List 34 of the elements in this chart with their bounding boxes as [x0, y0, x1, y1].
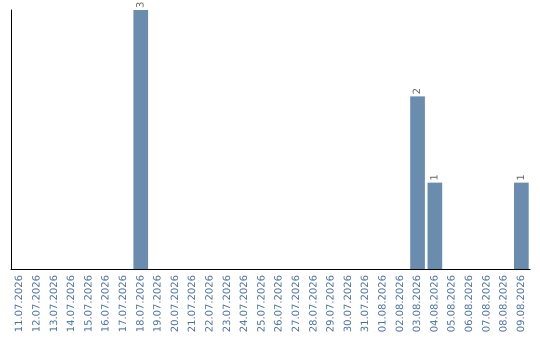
x-tick-label: 14.07.2026	[66, 275, 78, 332]
x-tick-label: 19.07.2026	[152, 275, 164, 332]
x-tick-label: 20.07.2026	[170, 275, 181, 332]
x-tick-label: 16.07.2026	[100, 275, 112, 332]
x-tick-label: 29.07.2026	[326, 275, 337, 332]
x-tick-label: 08.08.2026	[498, 275, 510, 332]
x-tick-label: 01.08.2026	[377, 275, 388, 332]
x-tick-label: 02.08.2026	[394, 275, 406, 332]
x-tick-label: 06.08.2026	[464, 275, 475, 332]
x-tick-label: 04.08.2026	[429, 275, 440, 332]
x-tick-label: 23.07.2026	[222, 275, 233, 332]
data-label: 2	[412, 88, 424, 94]
x-tick-label: 22.07.2026	[204, 275, 216, 332]
x-tick-label: 17.07.2026	[118, 275, 129, 332]
x-tick-label: 27.07.2026	[290, 275, 302, 332]
x-tick-label: 03.08.2026	[412, 275, 424, 332]
x-tick-label: 12.07.2026	[31, 275, 42, 332]
x-tick-label: 26.07.2026	[274, 275, 285, 332]
x-tick-label: 28.07.2026	[308, 275, 320, 332]
x-tick-label: 07.08.2026	[481, 275, 492, 332]
x-tick-label: 05.08.2026	[446, 275, 458, 332]
x-tick-label: 21.07.2026	[187, 275, 198, 332]
x-tick-label: 25.07.2026	[256, 275, 268, 332]
x-tick-label: 09.08.2026	[516, 275, 527, 332]
x-tick-label: 18.07.2026	[135, 275, 146, 332]
x-tick-label: 15.07.2026	[83, 275, 94, 332]
x-tick-label: 13.07.2026	[48, 275, 60, 332]
x-tick-label: 24.07.2026	[239, 275, 250, 332]
x-tick-label: 30.07.2026	[342, 275, 354, 332]
data-label: 3	[135, 2, 146, 8]
data-label: 1	[516, 174, 527, 181]
x-tick-label: 31.07.2026	[360, 275, 372, 332]
data-label: 1	[429, 174, 440, 181]
x-tick-label: 11.07.2026	[14, 275, 26, 332]
